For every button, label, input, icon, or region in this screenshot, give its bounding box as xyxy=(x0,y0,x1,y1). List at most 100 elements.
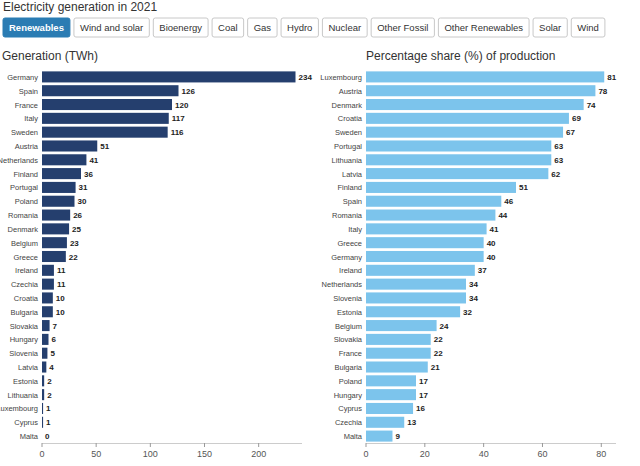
tab-background[interactable] xyxy=(322,18,367,37)
tab-label[interactable]: Other Fossil xyxy=(377,22,428,33)
data-label: 13 xyxy=(407,418,416,427)
category-label: Greece xyxy=(337,239,362,248)
tab-label[interactable]: Bioenergy xyxy=(159,22,202,33)
data-label: 22 xyxy=(434,335,443,344)
bar xyxy=(366,348,431,359)
category-label: Malta xyxy=(20,432,39,441)
bar xyxy=(42,306,53,317)
tick-mark xyxy=(42,443,43,447)
tick-label: 0 xyxy=(39,449,44,459)
category-label: Belgium xyxy=(335,322,362,331)
tab-label[interactable]: Nuclear xyxy=(328,22,361,33)
tab-background[interactable] xyxy=(371,18,434,37)
category-label: Sweden xyxy=(335,128,362,137)
category-label: Slovenia xyxy=(9,349,39,358)
tab[interactable]: Bioenergy xyxy=(153,18,208,37)
bar xyxy=(42,127,168,138)
data-label: 22 xyxy=(434,349,443,358)
bar xyxy=(42,251,66,262)
bar xyxy=(366,320,437,331)
data-label: 22 xyxy=(69,253,78,262)
bar xyxy=(366,237,484,248)
data-label: 63 xyxy=(554,156,563,165)
bar xyxy=(366,417,404,428)
bar xyxy=(42,265,54,276)
tab[interactable]: Coal xyxy=(212,18,244,37)
category-label: Portugal xyxy=(10,183,38,192)
tick-mark xyxy=(258,443,259,447)
data-label: 120 xyxy=(175,101,189,110)
category-label: Luxembourg xyxy=(0,404,38,413)
tab-background[interactable] xyxy=(281,18,318,37)
tab-background[interactable] xyxy=(74,18,149,37)
bar xyxy=(366,168,548,179)
data-label: 26 xyxy=(73,211,82,220)
tab-label[interactable]: Other Renewables xyxy=(444,22,523,33)
data-label: 10 xyxy=(56,308,65,317)
category-label: Cyprus xyxy=(14,418,38,427)
tick-label: 60 xyxy=(537,449,547,459)
tick-mark xyxy=(424,443,425,447)
data-label: 74 xyxy=(587,101,596,110)
tab-label[interactable]: Gas xyxy=(254,22,272,33)
tab-background[interactable] xyxy=(438,18,529,37)
bar xyxy=(366,154,551,165)
category-label: Croatia xyxy=(338,114,363,123)
tick-label: 80 xyxy=(596,449,606,459)
category-label: Czechia xyxy=(11,280,39,289)
tab-label[interactable]: Wind xyxy=(577,22,599,33)
tab-background[interactable] xyxy=(571,18,605,37)
bar xyxy=(366,71,604,82)
category-label: France xyxy=(15,101,38,110)
tab[interactable]: Wind xyxy=(571,18,605,37)
data-label: 62 xyxy=(551,170,560,179)
bars xyxy=(42,71,296,427)
tab[interactable]: Hydro xyxy=(281,18,318,37)
tab[interactable]: Solar xyxy=(533,18,567,37)
tab-label[interactable]: Renewables xyxy=(9,22,64,33)
tab-background[interactable] xyxy=(248,18,277,37)
tick-label: 0 xyxy=(363,449,368,459)
data-label: 2 xyxy=(47,391,52,400)
data-label: 25 xyxy=(72,225,81,234)
tab-background[interactable] xyxy=(533,18,567,37)
tab-label[interactable]: Hydro xyxy=(287,22,312,33)
tab-label[interactable]: Solar xyxy=(539,22,561,33)
tab[interactable]: Nuclear xyxy=(322,18,367,37)
category-label: Estonia xyxy=(337,308,363,317)
bar xyxy=(366,306,460,317)
category-label: Austria xyxy=(339,87,363,96)
tab-label[interactable]: Coal xyxy=(218,22,238,33)
tab[interactable]: Wind and solar xyxy=(74,18,149,37)
tab[interactable]: Renewables xyxy=(3,18,70,37)
tab-background[interactable] xyxy=(153,18,208,37)
tab-background[interactable] xyxy=(3,18,70,37)
tab[interactable]: Other Renewables xyxy=(438,18,529,37)
bar xyxy=(42,85,179,96)
bar xyxy=(42,403,43,414)
bar xyxy=(366,210,495,221)
tab-label[interactable]: Wind and solar xyxy=(80,22,143,33)
axis-line xyxy=(42,443,302,444)
category-label: Lithuania xyxy=(8,391,39,400)
data-label: 51 xyxy=(100,142,109,151)
tab[interactable]: Gas xyxy=(248,18,277,37)
bar xyxy=(366,403,413,414)
bar xyxy=(42,334,49,345)
data-label: 41 xyxy=(89,156,98,165)
data-label: 21 xyxy=(431,363,440,372)
bar xyxy=(366,113,569,124)
tab[interactable]: Other Fossil xyxy=(371,18,434,37)
bar xyxy=(366,292,466,303)
data-label: 46 xyxy=(504,197,513,206)
category-label: Romania xyxy=(8,211,39,220)
bar xyxy=(42,182,76,193)
chart: Generation (TWh)Germany234Spain126France… xyxy=(0,49,312,459)
category-label: Italy xyxy=(24,114,38,123)
tick-label: 200 xyxy=(251,449,266,459)
category-label: Lithuania xyxy=(332,156,363,165)
data-label: 30 xyxy=(78,197,87,206)
tab-background[interactable] xyxy=(212,18,244,37)
category-label: Ireland xyxy=(339,266,362,275)
bar xyxy=(366,251,484,262)
